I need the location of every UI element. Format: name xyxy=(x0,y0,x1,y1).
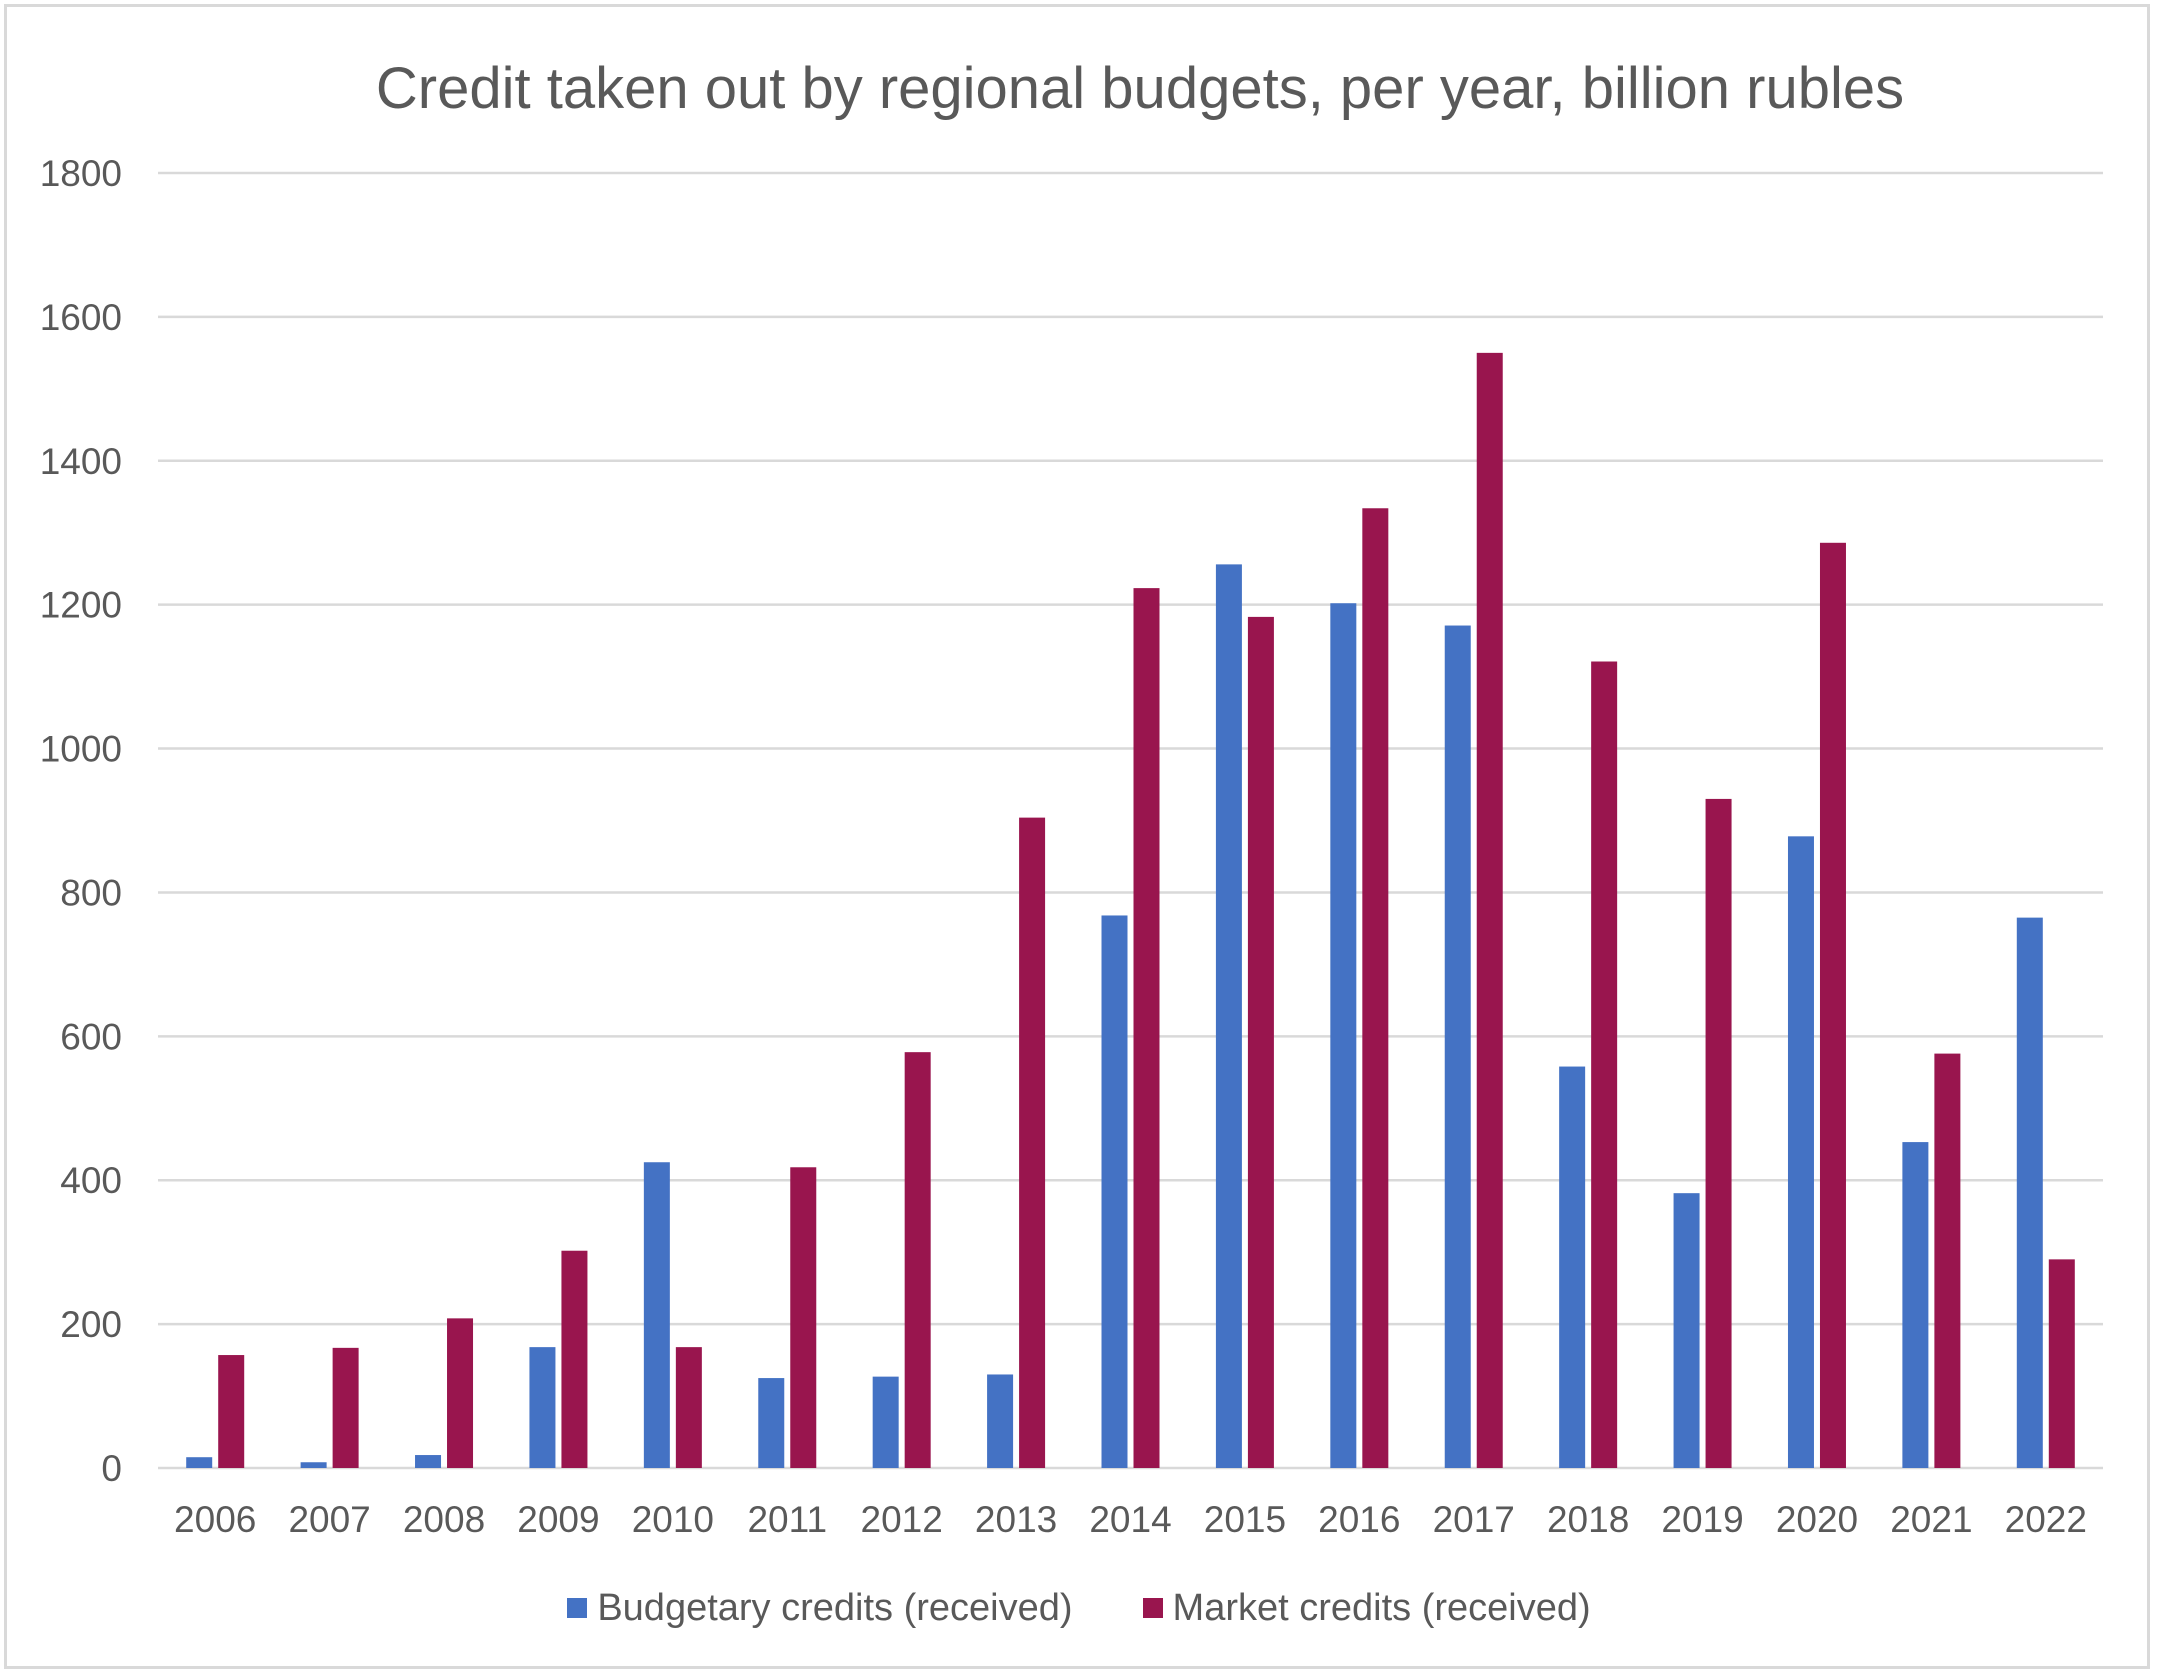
bars xyxy=(186,352,2075,1469)
gridlines xyxy=(158,171,2103,1470)
legend-swatch-budgetary xyxy=(567,1598,588,1618)
bar-market-2006 xyxy=(218,1355,245,1468)
bar-budgetary-2013 xyxy=(987,1374,1014,1468)
y-tick-label: 1600 xyxy=(40,297,122,338)
legend-label-market: Market credits (received) xyxy=(1172,1586,1591,1629)
bar-market-2009 xyxy=(561,1250,588,1468)
bar-market-2008 xyxy=(447,1318,474,1468)
bar-market-2022 xyxy=(2048,1259,2075,1468)
legend-item-budgetary: Budgetary credits (received) xyxy=(567,1586,1073,1630)
bar-market-2011 xyxy=(790,1167,817,1468)
bar-budgetary-2009 xyxy=(529,1347,556,1468)
y-tick-label: 1400 xyxy=(40,441,122,482)
bar-market-2007 xyxy=(332,1347,359,1468)
x-tick-label: 2018 xyxy=(1547,1499,1629,1540)
x-tick-label: 2012 xyxy=(861,1499,943,1540)
bar-market-2019 xyxy=(1705,798,1732,1468)
x-tick-label: 2010 xyxy=(632,1499,714,1540)
legend-label-budgetary: Budgetary credits (received) xyxy=(597,1586,1073,1629)
x-tick-label: 2006 xyxy=(174,1499,256,1540)
y-axis-ticks: 0 200 400 600 800 1000 1200 1400 1600 1800 xyxy=(40,153,122,1489)
y-tick-label: 400 xyxy=(60,1160,122,1201)
y-tick-label: 1200 xyxy=(40,585,122,626)
x-axis-ticks: 2006 2007 2008 2009 2010 2011 2012 2013 2014 2015… xyxy=(174,1499,2087,1540)
bar-budgetary-2019 xyxy=(1673,1193,1700,1468)
bar-budgetary-2007 xyxy=(300,1462,327,1468)
y-tick-label: 1000 xyxy=(40,729,122,770)
bar-budgetary-2020 xyxy=(1787,836,1814,1468)
bar-market-2020 xyxy=(1819,542,1846,1468)
bar-budgetary-2015 xyxy=(1215,564,1242,1468)
bar-budgetary-2012 xyxy=(872,1376,899,1468)
x-tick-label: 2011 xyxy=(747,1499,827,1540)
bar-market-2012 xyxy=(904,1052,931,1468)
x-tick-label: 2013 xyxy=(975,1499,1057,1540)
bar-budgetary-2006 xyxy=(186,1457,213,1468)
x-tick-label: 2016 xyxy=(1318,1499,1400,1540)
bar-market-2014 xyxy=(1133,588,1160,1468)
bar-budgetary-2018 xyxy=(1559,1066,1586,1468)
bar-budgetary-2021 xyxy=(1902,1142,1929,1468)
y-tick-label: 600 xyxy=(60,1016,122,1057)
legend-item-market: Market credits (received) xyxy=(1142,1586,1591,1630)
bar-budgetary-2011 xyxy=(758,1378,785,1468)
x-tick-label: 2014 xyxy=(1089,1499,1171,1540)
x-tick-label: 2019 xyxy=(1661,1499,1743,1540)
x-tick-label: 2020 xyxy=(1776,1499,1858,1540)
x-tick-label: 2017 xyxy=(1433,1499,1515,1540)
bar-market-2010 xyxy=(675,1347,702,1468)
bar-market-2021 xyxy=(1934,1053,1961,1468)
bar-budgetary-2014 xyxy=(1101,915,1128,1468)
legend: Budgetary credits (received) Market cred… xyxy=(0,1580,2158,1636)
y-tick-label: 800 xyxy=(60,872,122,913)
bar-market-2013 xyxy=(1019,817,1046,1468)
bar-market-2017 xyxy=(1476,352,1503,1469)
x-tick-label: 2022 xyxy=(2005,1499,2087,1540)
bar-budgetary-2010 xyxy=(643,1162,670,1468)
legend-swatch-market xyxy=(1142,1598,1163,1618)
bar-market-2015 xyxy=(1247,616,1274,1468)
x-tick-label: 2021 xyxy=(1890,1499,1972,1540)
x-tick-label: 2015 xyxy=(1204,1499,1286,1540)
y-tick-label: 200 xyxy=(60,1304,122,1345)
bar-budgetary-2017 xyxy=(1444,625,1471,1468)
x-tick-label: 2007 xyxy=(288,1499,370,1540)
bar-budgetary-2016 xyxy=(1330,603,1357,1468)
x-tick-label: 2008 xyxy=(403,1499,485,1540)
x-tick-label: 2009 xyxy=(517,1499,599,1540)
chart-title: Credit taken out by regional budgets, pe… xyxy=(375,56,1905,121)
bar-market-2016 xyxy=(1362,508,1389,1468)
bar-budgetary-2008 xyxy=(415,1455,442,1468)
bar-budgetary-2022 xyxy=(2016,917,2043,1468)
y-tick-label: 1800 xyxy=(40,153,122,194)
y-tick-label: 0 xyxy=(101,1448,122,1489)
bar-market-2018 xyxy=(1591,661,1618,1468)
